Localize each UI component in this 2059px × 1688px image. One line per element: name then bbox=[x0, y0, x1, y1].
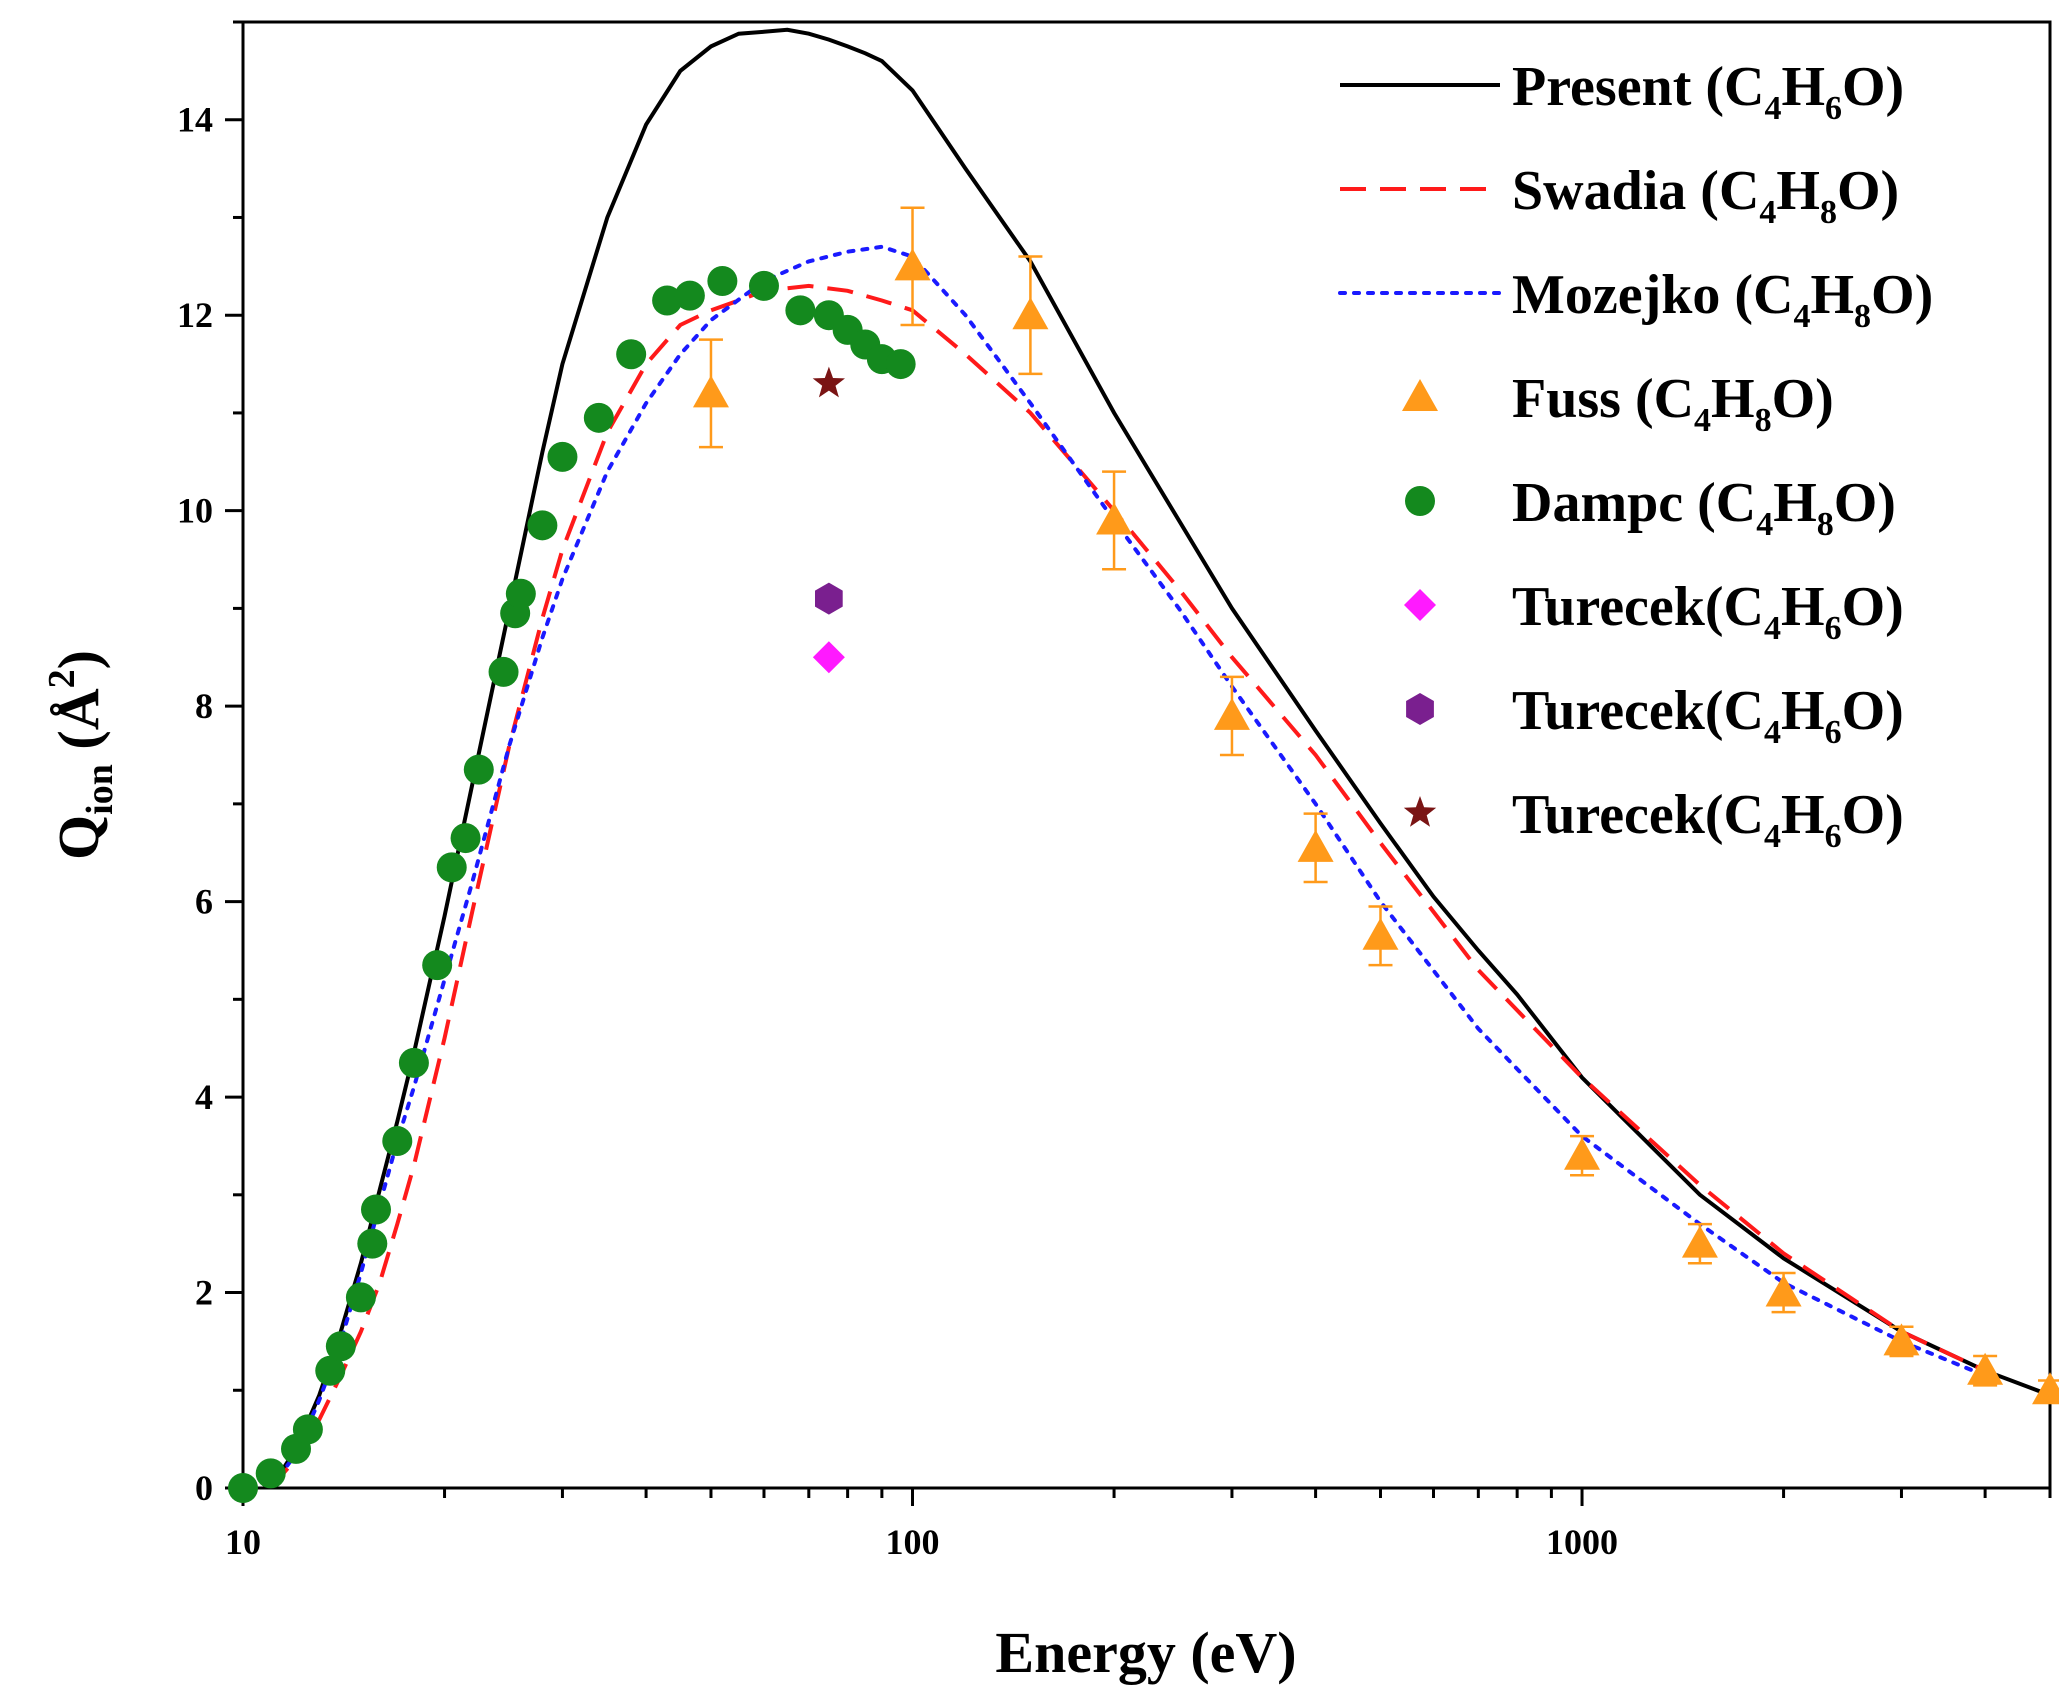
y-axis-label-open: ( bbox=[46, 730, 111, 764]
legend-marker-dampc bbox=[1405, 486, 1435, 516]
svg-text:Qion (Å2): Qion (Å2) bbox=[41, 650, 121, 860]
dampc-point bbox=[398, 1047, 429, 1078]
dampc-point bbox=[315, 1355, 346, 1386]
fuss-point bbox=[1096, 502, 1133, 535]
legend-label-swadia: Swadia (C4H8O) bbox=[1512, 160, 1899, 231]
turecek-star-point bbox=[812, 366, 845, 398]
dampc-point bbox=[583, 402, 614, 433]
legend-symbol-dampc bbox=[1405, 486, 1435, 516]
fuss-point bbox=[1564, 1137, 1601, 1170]
y-tick-label: 4 bbox=[195, 1077, 213, 1117]
legend-label-dampc: Dampc (C4H8O) bbox=[1512, 472, 1896, 543]
legend-label-turecek-star: Turecek(C4H6O) bbox=[1512, 784, 1904, 855]
dampc-point bbox=[422, 950, 453, 981]
y-axis-ticks: 0 2 4 6 8 10 12 14 bbox=[177, 20, 243, 1508]
swadia-curve bbox=[269, 283, 1986, 1488]
turecek-diamond-point bbox=[812, 641, 845, 674]
x-axis-ticks: 10 100 1000 bbox=[225, 1488, 2052, 1562]
y-axis-label-sup: 2 bbox=[41, 669, 83, 688]
mozejko-curve bbox=[268, 244, 1988, 1488]
fuss-point bbox=[1765, 1274, 1802, 1307]
dampc-point bbox=[463, 754, 494, 785]
legend-label-turecek-diamond: Turecek(C4H6O) bbox=[1512, 576, 1904, 647]
x-tick-label: 100 bbox=[886, 1522, 940, 1562]
x-tick-label: 10 bbox=[225, 1522, 261, 1562]
dampc-point bbox=[382, 1126, 413, 1157]
y-axis-label-sub: ion bbox=[79, 764, 121, 815]
dampc-point bbox=[748, 270, 779, 301]
y-tick-label: 14 bbox=[177, 100, 213, 140]
dampc-point bbox=[652, 285, 683, 316]
legend-label-fuss: Fuss (C4H8O) bbox=[1512, 368, 1834, 439]
y-axis-label: Qion (Å2) bbox=[41, 650, 121, 860]
dampc-point bbox=[357, 1228, 388, 1259]
y-tick-label: 8 bbox=[195, 686, 213, 726]
dampc-point bbox=[361, 1194, 392, 1225]
y-tick-label: 10 bbox=[177, 491, 213, 531]
fuss-point bbox=[1362, 917, 1399, 950]
dampc-point bbox=[674, 280, 705, 311]
fuss-point bbox=[1012, 297, 1049, 330]
fuss-point bbox=[692, 375, 729, 408]
dampc-point bbox=[436, 852, 467, 883]
legend-marker-fuss bbox=[1402, 379, 1438, 411]
fuss-point bbox=[1967, 1352, 2004, 1385]
dampc-point bbox=[450, 823, 481, 854]
y-tick-label: 2 bbox=[195, 1273, 213, 1313]
curve-layer bbox=[268, 27, 2050, 1488]
fuss-point bbox=[1883, 1323, 1920, 1356]
dampc-point bbox=[547, 441, 578, 472]
legend-marker-turecek-hexagon bbox=[1406, 693, 1434, 725]
dampc-point bbox=[325, 1331, 356, 1362]
legend: Present (C4H6O) Swadia (C4H8O) Mozejko (C4… bbox=[1338, 56, 1933, 855]
dampc-point bbox=[505, 578, 536, 609]
legend-symbol-turecek-hexagon bbox=[1406, 693, 1434, 725]
legend-label-mozejko: Mozejko (C4H8O) bbox=[1512, 264, 1933, 335]
legend-label-turecek-hexagon: Turecek(C4H6O) bbox=[1512, 680, 1904, 751]
dampc-point bbox=[292, 1414, 323, 1445]
dampc-point bbox=[255, 1458, 286, 1489]
y-tick-label: 12 bbox=[177, 295, 213, 335]
y-tick-label: 0 bbox=[195, 1468, 213, 1508]
dampc-point bbox=[228, 1473, 258, 1503]
legend-label-present: Present (C4H6O) bbox=[1512, 56, 1904, 127]
x-axis-label: Energy (eV) bbox=[995, 1620, 1296, 1685]
legend-symbol-turecek-star bbox=[1403, 796, 1437, 827]
dampc-point bbox=[616, 339, 647, 370]
y-axis-label-close: ) bbox=[46, 650, 111, 669]
fuss-point bbox=[1297, 829, 1334, 862]
fuss-point bbox=[2032, 1372, 2059, 1405]
turecek-hexagon-point bbox=[815, 582, 843, 615]
legend-symbol-turecek-diamond bbox=[1404, 589, 1436, 621]
legend-marker-turecek-diamond bbox=[1404, 589, 1436, 621]
fuss-point bbox=[1213, 697, 1250, 730]
fuss-point bbox=[1681, 1225, 1718, 1258]
dampc-point bbox=[345, 1282, 376, 1313]
dampc-point bbox=[707, 265, 738, 296]
dampc-point bbox=[785, 295, 816, 326]
y-axis-label-main: Q bbox=[46, 815, 111, 860]
dampc-point bbox=[527, 510, 558, 541]
fuss-point bbox=[894, 248, 931, 281]
legend-marker-turecek-star bbox=[1403, 796, 1437, 827]
x-tick-label: 1000 bbox=[1546, 1522, 1618, 1562]
y-axis-label-unit: Å bbox=[46, 688, 111, 730]
dampc-point bbox=[885, 349, 916, 380]
present-curve bbox=[269, 27, 2050, 1488]
y-tick-label: 6 bbox=[195, 882, 213, 922]
legend-symbol-fuss bbox=[1402, 379, 1438, 411]
plot-frame bbox=[241, 20, 2052, 1490]
dampc-point bbox=[488, 656, 519, 687]
marker-layer bbox=[228, 206, 2059, 1503]
